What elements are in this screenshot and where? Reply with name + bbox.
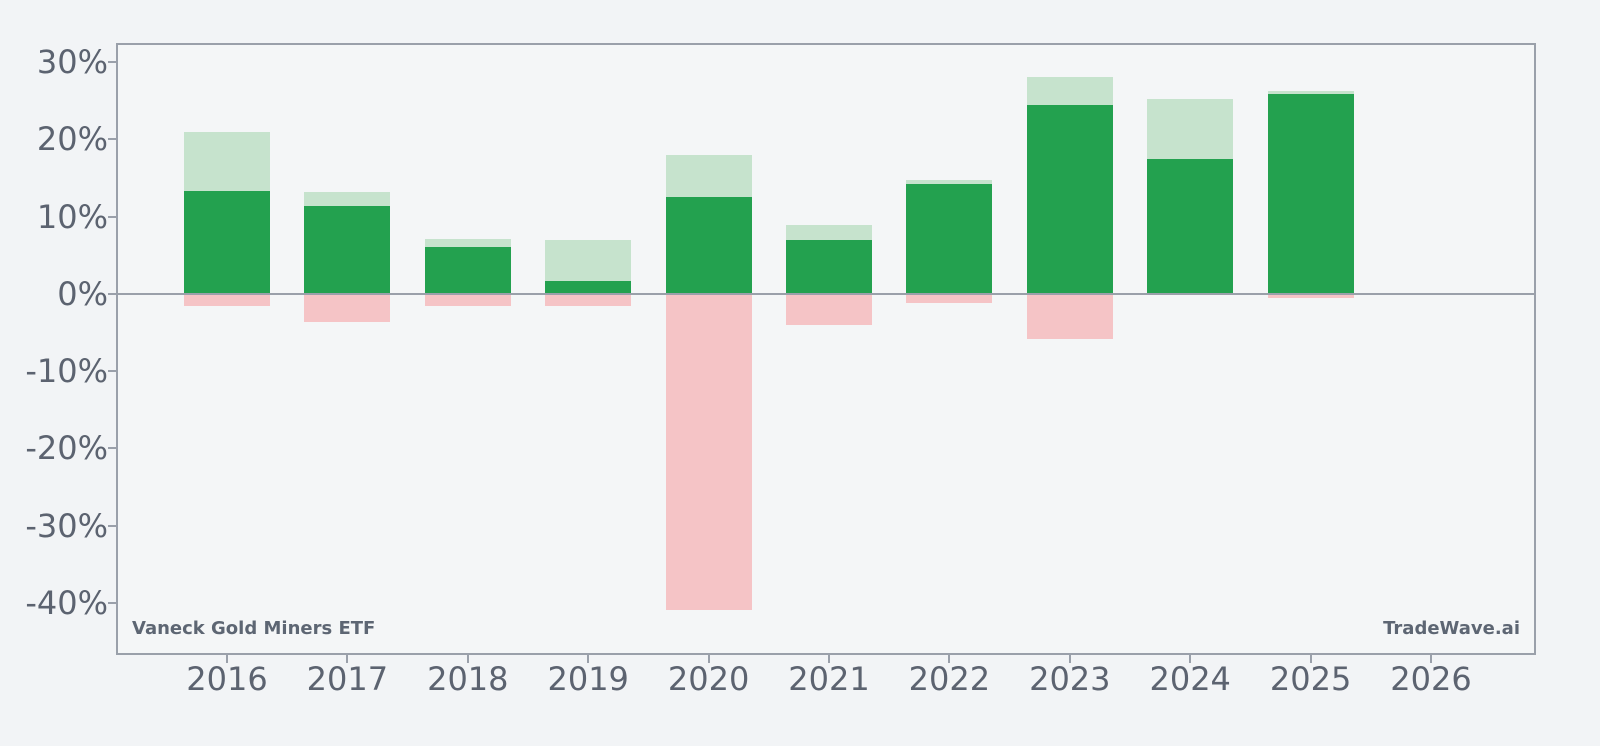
- x-tick-label: 2016: [186, 660, 268, 698]
- x-tick-label: 2024: [1149, 660, 1231, 698]
- bar-segment-intra-year-low-2016: [184, 293, 270, 307]
- bar-segment-year-return-2024: [1147, 159, 1234, 294]
- x-tick-label: 2025: [1269, 660, 1352, 698]
- y-tick-label: -10%: [25, 352, 108, 391]
- x-tick-mark: [346, 655, 349, 663]
- y-tick-mark: [108, 447, 116, 450]
- x-tick-label: 2020: [667, 660, 750, 698]
- bar-segment-intra-year-low-2022: [906, 293, 993, 304]
- y-tick-mark: [108, 292, 116, 295]
- plot-area: Vaneck Gold Miners ETF TradeWave.ai: [116, 43, 1536, 655]
- x-tick-mark: [466, 655, 469, 663]
- y-tick-label: 0%: [57, 274, 108, 313]
- x-tick-mark: [587, 655, 590, 663]
- x-tick-mark: [828, 655, 830, 663]
- y-tick-mark: [108, 138, 116, 141]
- x-tick-label: 2022: [908, 660, 991, 698]
- bar-segment-year-return-2022: [906, 184, 993, 294]
- y-tick-label: -20%: [25, 429, 108, 468]
- x-tick-label: 2026: [1390, 660, 1472, 698]
- y-tick-label: 20%: [36, 120, 108, 159]
- x-tick-label: 2021: [788, 660, 870, 698]
- x-tick-mark: [226, 655, 228, 663]
- bar-segment-year-return-2016: [184, 191, 270, 294]
- bar-segment-intra-year-low-2019: [545, 293, 632, 307]
- zero-axis-line: [118, 292, 1534, 295]
- x-tick-label: 2017: [306, 660, 389, 698]
- bar-segment-year-return-2017: [304, 205, 391, 294]
- bar-segment-year-return-2018: [424, 247, 511, 294]
- x-tick-label: 2018: [427, 660, 509, 698]
- bar-segment-year-return-2020: [665, 197, 752, 294]
- x-tick-mark: [1309, 655, 1312, 663]
- y-tick-mark: [108, 215, 116, 218]
- bar-segment-year-return-2021: [786, 240, 872, 294]
- x-tick-label: 2023: [1029, 660, 1111, 698]
- bar-segment-year-return-2023: [1026, 105, 1113, 294]
- bar-segment-year-return-2025: [1267, 94, 1354, 294]
- y-tick-label: 30%: [36, 42, 108, 81]
- x-tick-mark: [1068, 655, 1071, 663]
- instrument-label: Vaneck Gold Miners ETF: [132, 618, 376, 639]
- bar-segment-intra-year-low-2017: [304, 293, 391, 322]
- y-tick-mark: [108, 601, 116, 604]
- y-tick-label: -40%: [25, 583, 108, 622]
- x-tick-mark: [1430, 655, 1432, 663]
- y-tick-mark: [108, 370, 116, 373]
- bar-segment-intra-year-low-2021: [786, 293, 872, 325]
- x-tick-mark: [948, 655, 951, 663]
- bar-segment-year-return-2019: [545, 281, 632, 294]
- bar-segment-intra-year-low-2018: [424, 293, 511, 307]
- x-tick-label: 2019: [547, 660, 629, 698]
- y-tick-label: -30%: [25, 506, 108, 545]
- bar-segment-intra-year-low-2020: [665, 293, 752, 610]
- x-tick-mark: [1189, 655, 1192, 663]
- bar-segment-intra-year-low-2023: [1026, 293, 1113, 340]
- bar-segment-intra-year-low-2025: [1267, 293, 1354, 299]
- y-tick-mark: [108, 60, 116, 63]
- y-tick-label: 10%: [36, 197, 108, 236]
- y-tick-mark: [108, 524, 116, 527]
- brand-watermark: TradeWave.ai: [1383, 618, 1520, 639]
- x-tick-mark: [707, 655, 710, 663]
